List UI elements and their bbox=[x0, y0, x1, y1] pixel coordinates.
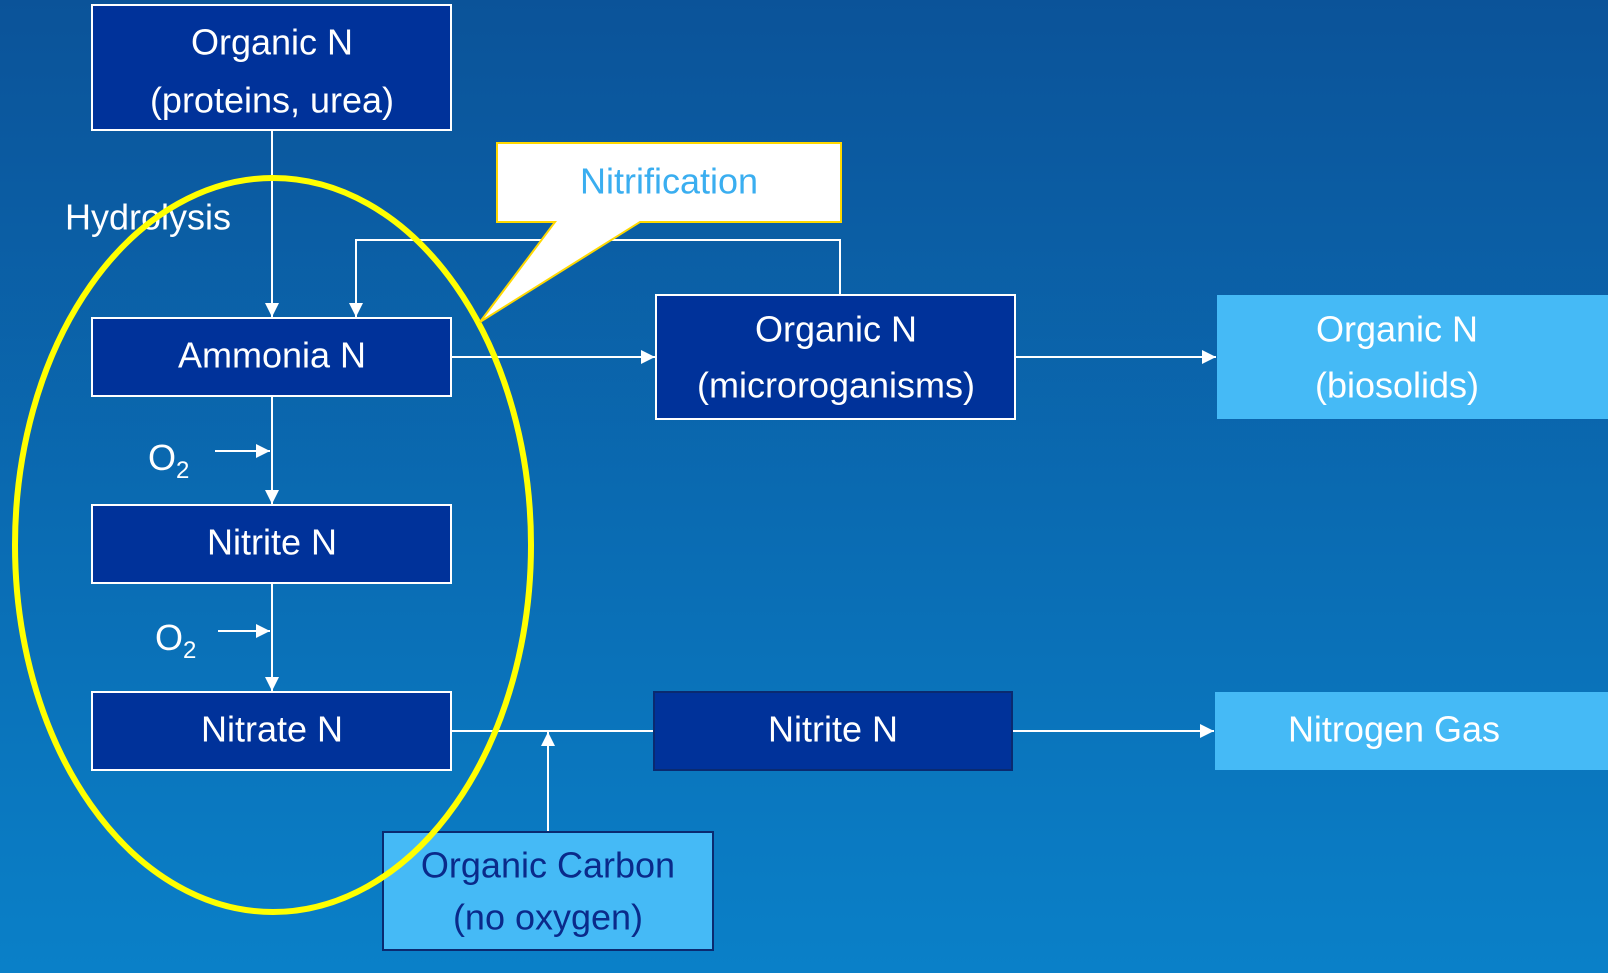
callout-label: Nitrification bbox=[580, 161, 758, 202]
node-box bbox=[1217, 295, 1608, 419]
node-label: Organic Carbon bbox=[421, 845, 675, 886]
node-box bbox=[91, 4, 452, 131]
node-box bbox=[653, 691, 1013, 771]
node-label: (biosolids) bbox=[1315, 365, 1479, 406]
edge-label: Hydrolysis bbox=[65, 197, 231, 238]
node-label: Organic N bbox=[755, 309, 917, 350]
subscript: 2 bbox=[176, 457, 189, 484]
node-label: (no oxygen) bbox=[453, 897, 643, 938]
node-label: (microroganisms) bbox=[697, 365, 975, 406]
node-label: Ammonia N bbox=[178, 335, 366, 376]
node-box bbox=[655, 294, 1016, 420]
node-label: Nitrite N bbox=[207, 522, 337, 563]
node-label: Organic N bbox=[191, 22, 353, 63]
node-box bbox=[91, 317, 452, 397]
node-label: Organic N bbox=[1316, 309, 1478, 350]
node-box bbox=[91, 691, 452, 771]
node-label: (proteins, urea) bbox=[150, 80, 394, 121]
oxygen: O bbox=[148, 437, 176, 478]
highlight-ellipse bbox=[12, 175, 534, 915]
node-box bbox=[1215, 692, 1608, 770]
oxygen: O bbox=[155, 617, 183, 658]
callout bbox=[479, 142, 842, 323]
node-label: Nitrogen Gas bbox=[1288, 709, 1500, 750]
node-label: Nitrate N bbox=[201, 709, 343, 750]
edge-label: O2 bbox=[148, 437, 189, 485]
node-label: Nitrite N bbox=[768, 709, 898, 750]
subscript: 2 bbox=[183, 637, 196, 664]
edge-label: O2 bbox=[155, 617, 196, 665]
node-box bbox=[382, 831, 714, 951]
node-box bbox=[91, 504, 452, 584]
